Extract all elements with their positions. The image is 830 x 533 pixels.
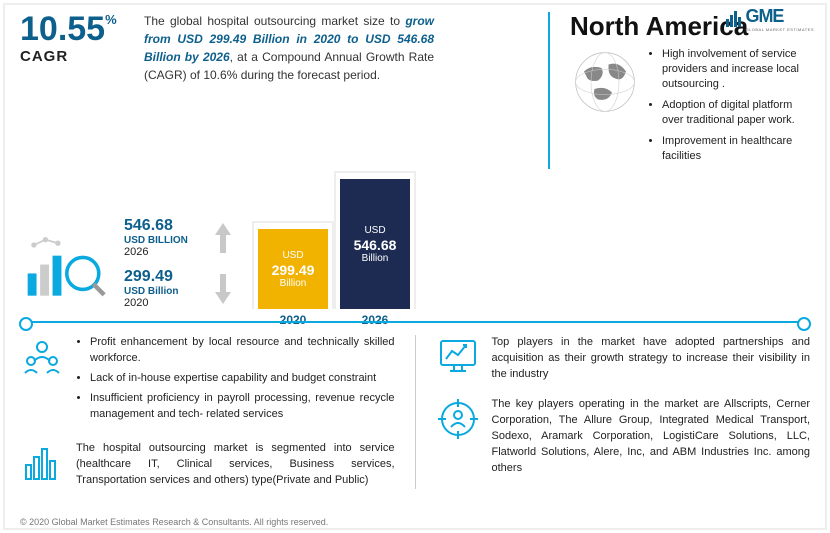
bar-2026: USD 546.68 Billion 2026 [340, 179, 410, 309]
bar-2020: USD 299.49 Billion 2020 [258, 229, 328, 309]
people-icon [20, 335, 64, 379]
bars-icon [20, 441, 64, 485]
target-person-icon [436, 397, 480, 441]
arrow-up-icon [212, 221, 234, 255]
info-item-strategy: Top players in the market have adopted p… [436, 335, 811, 383]
arrow-down-icon [212, 272, 234, 306]
globe-icon [570, 47, 640, 117]
cagr-block: 10.55% CAGR [20, 12, 130, 169]
bar-chart: USD 299.49 Billion 2020 USD 546.68 Billi… [258, 169, 410, 309]
stats-block: 546.68 USD BILLION 2026 299.49 USD Billi… [124, 217, 234, 309]
copyright-text: © 2020 Global Market Estimates Research … [20, 517, 328, 527]
infographic-container: GME GLOBAL MARKET ESTIMATES 10.55% CAGR … [0, 0, 830, 497]
section-divider [20, 321, 810, 323]
info-item-workforce: Profit enhancement by local resource and… [20, 335, 395, 427]
gme-logo: GME GLOBAL MARKET ESTIMATES [726, 6, 814, 32]
region-bullets: High involvement of service providers an… [650, 47, 810, 170]
info-item-players: The key players operating in the market … [436, 397, 811, 477]
headline-description: The global hospital outsourcing market s… [144, 12, 434, 169]
analytics-icon [20, 229, 110, 309]
region-block: North America High involvement of servic… [570, 12, 810, 169]
info-item-segments: The hospital outsourcing market is segme… [20, 441, 395, 489]
monitor-chart-icon [436, 335, 480, 379]
